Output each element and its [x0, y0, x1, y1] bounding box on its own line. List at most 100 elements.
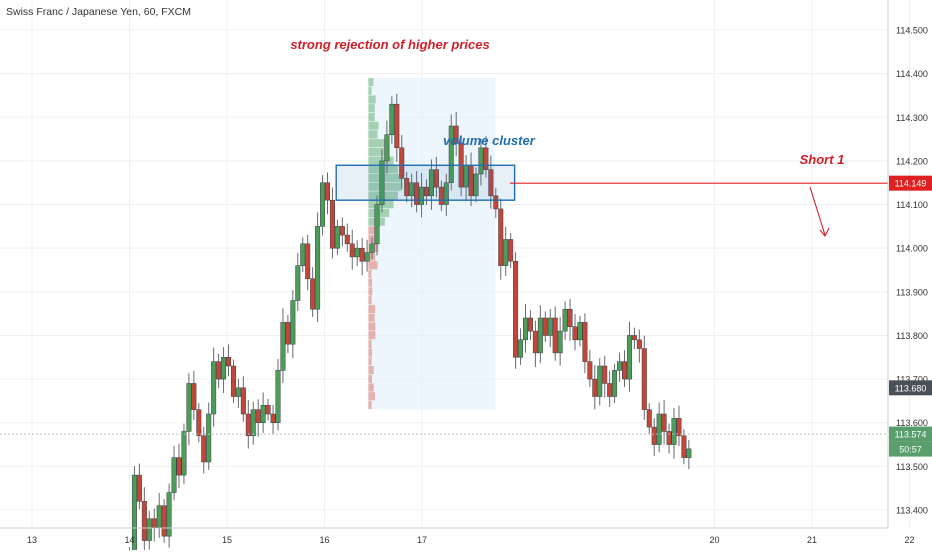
candle-body[interactable]: [231, 366, 236, 397]
candle-body[interactable]: [221, 357, 226, 379]
candle-body[interactable]: [365, 253, 370, 262]
candle-body[interactable]: [246, 414, 251, 436]
candle-body[interactable]: [647, 410, 652, 427]
candle-body[interactable]: [578, 322, 583, 339]
candle-body[interactable]: [202, 436, 207, 462]
candle-body[interactable]: [662, 414, 667, 431]
cluster-annotation[interactable]: volume cluster: [443, 133, 536, 148]
candle-body[interactable]: [508, 239, 513, 261]
candle-body[interactable]: [157, 506, 162, 528]
candle-body[interactable]: [513, 261, 518, 357]
candle-body[interactable]: [617, 362, 622, 371]
candle-body[interactable]: [261, 405, 266, 422]
candle-body[interactable]: [296, 266, 301, 301]
candle-body[interactable]: [637, 340, 642, 349]
candle-body[interactable]: [632, 335, 637, 339]
candle-body[interactable]: [177, 458, 182, 475]
candle-body[interactable]: [528, 318, 533, 331]
candle-body[interactable]: [395, 104, 400, 148]
candle-body[interactable]: [335, 226, 340, 248]
candle-body[interactable]: [266, 405, 271, 414]
candle-body[interactable]: [523, 318, 528, 340]
candle-body[interactable]: [152, 519, 157, 528]
y-tick-label: 114.300: [896, 113, 928, 123]
candle-body[interactable]: [627, 335, 632, 379]
candle-body[interactable]: [251, 410, 256, 436]
candle-body[interactable]: [355, 248, 360, 257]
candle-body[interactable]: [390, 104, 395, 135]
candle-body[interactable]: [192, 383, 197, 409]
candle-body[interactable]: [360, 248, 365, 261]
candle-body[interactable]: [602, 366, 607, 383]
candle-body[interactable]: [310, 279, 315, 310]
candle-body[interactable]: [622, 362, 627, 379]
candle-body[interactable]: [256, 410, 261, 423]
candle-body[interactable]: [573, 327, 578, 340]
candle-body[interactable]: [375, 205, 380, 244]
candle-body[interactable]: [197, 410, 202, 436]
candle-body[interactable]: [667, 431, 672, 444]
candle-body[interactable]: [147, 519, 152, 541]
candle-body[interactable]: [167, 493, 172, 537]
candle-body[interactable]: [642, 349, 647, 410]
candle-body[interactable]: [672, 418, 677, 444]
volume-cluster-box[interactable]: [336, 165, 514, 200]
candle-body[interactable]: [241, 388, 246, 414]
candle-body[interactable]: [305, 244, 310, 279]
candle-body[interactable]: [563, 309, 568, 331]
candle-body[interactable]: [291, 301, 296, 345]
candle-body[interactable]: [281, 322, 286, 370]
candle-body[interactable]: [226, 357, 231, 366]
candle-body[interactable]: [677, 418, 682, 435]
candle-body[interactable]: [657, 414, 662, 445]
candle-body[interactable]: [558, 331, 563, 353]
candle-body[interactable]: [182, 431, 187, 475]
candle-body[interactable]: [350, 244, 355, 257]
candle-body[interactable]: [325, 183, 330, 200]
candle-body[interactable]: [271, 414, 276, 423]
candle-body[interactable]: [340, 226, 345, 235]
candle-body[interactable]: [583, 322, 588, 361]
candle-body[interactable]: [553, 318, 558, 353]
candle-body[interactable]: [330, 200, 335, 248]
candle-body[interactable]: [499, 209, 504, 266]
candle-body[interactable]: [385, 135, 390, 161]
candle-body[interactable]: [206, 414, 211, 462]
candle-body[interactable]: [533, 331, 538, 353]
candle-body[interactable]: [162, 506, 167, 537]
candle-body[interactable]: [172, 458, 177, 493]
short-annotation[interactable]: Short 1: [800, 152, 845, 167]
candle-body[interactable]: [503, 239, 508, 265]
candle-body[interactable]: [216, 362, 221, 379]
candle-body[interactable]: [682, 436, 687, 458]
rejection-annotation[interactable]: strong rejection of higher prices: [290, 37, 489, 52]
countdown-tag: 50:57: [899, 445, 922, 455]
candle-body[interactable]: [548, 318, 553, 335]
candle-body[interactable]: [568, 309, 573, 326]
candle-body[interactable]: [187, 383, 192, 431]
candle-body[interactable]: [236, 388, 241, 397]
candle-body[interactable]: [652, 427, 657, 444]
candle-body[interactable]: [137, 475, 142, 501]
candle-body[interactable]: [301, 244, 306, 266]
candle-body[interactable]: [345, 235, 350, 244]
candle-body[interactable]: [211, 362, 216, 414]
candle-body[interactable]: [276, 370, 281, 422]
candle-body[interactable]: [538, 318, 543, 353]
candle-body[interactable]: [142, 501, 147, 540]
candle-body[interactable]: [593, 379, 598, 396]
candle-body[interactable]: [315, 226, 320, 309]
candle-body[interactable]: [588, 362, 593, 379]
candle-body[interactable]: [612, 370, 617, 396]
y-tick-label: 114.500: [896, 26, 928, 36]
candle-body[interactable]: [518, 340, 523, 357]
candle-body[interactable]: [543, 318, 548, 335]
candle-body[interactable]: [320, 183, 325, 227]
candle-body[interactable]: [286, 322, 291, 344]
candle-body[interactable]: [598, 366, 603, 397]
candle-body[interactable]: [370, 244, 375, 253]
candle-body[interactable]: [687, 449, 692, 458]
candle-body[interactable]: [607, 383, 612, 396]
